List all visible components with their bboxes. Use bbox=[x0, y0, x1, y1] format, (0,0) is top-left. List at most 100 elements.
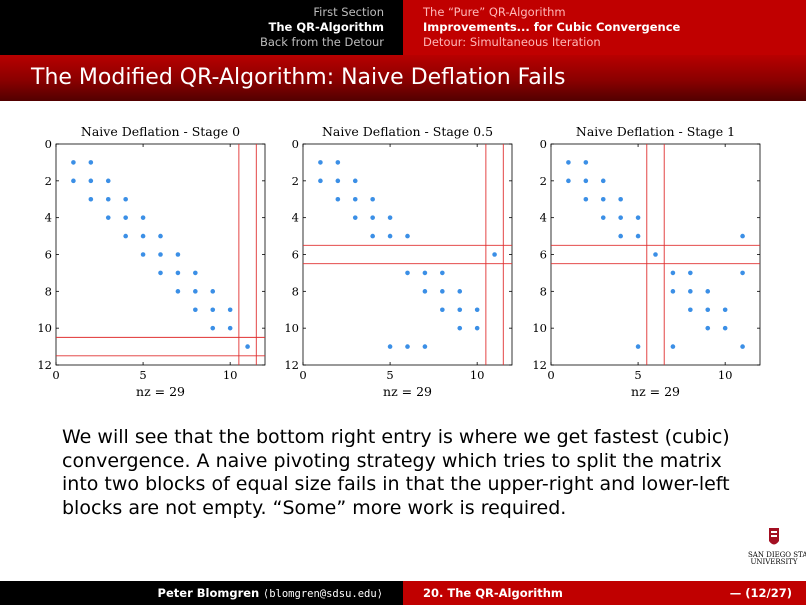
nonzero-entry-point bbox=[740, 233, 745, 239]
plot-title: Naive Deflation - Stage 1 bbox=[576, 124, 735, 139]
y-tick-label: 0 bbox=[292, 137, 299, 151]
nonzero-entry-point bbox=[71, 178, 76, 184]
plot-title: Naive Deflation - Stage 0 bbox=[81, 124, 240, 139]
nav-subsection-improvements[interactable]: Improvements... for Cubic Convergence bbox=[423, 20, 681, 34]
nz-count-label: nz = 29 bbox=[136, 384, 185, 399]
x-tick-label: 0 bbox=[299, 368, 306, 382]
y-tick-label: 12 bbox=[37, 358, 52, 372]
nav-section-back-from-detour[interactable]: Back from the Detour bbox=[259, 35, 384, 49]
nonzero-entry-point bbox=[618, 233, 623, 239]
nonzero-entry-point bbox=[722, 325, 728, 331]
x-tick-label: 5 bbox=[634, 368, 641, 382]
nonzero-entry-point bbox=[583, 160, 589, 165]
nonzero-entry-point bbox=[123, 233, 128, 239]
y-tick-label: 6 bbox=[45, 248, 52, 262]
nonzero-entry-point bbox=[227, 307, 233, 313]
nonzero-entry-point bbox=[583, 178, 589, 184]
nonzero-entry-point bbox=[210, 307, 216, 313]
footer-author: Peter Blomgren ⟨blomgren@sdsu.edu⟩ bbox=[158, 581, 383, 606]
nonzero-entry-point bbox=[175, 252, 181, 257]
nonzero-entry-point bbox=[335, 160, 341, 165]
nonzero-entry-point bbox=[635, 215, 641, 220]
nonzero-entry-point bbox=[635, 344, 641, 349]
x-tick-label: 0 bbox=[547, 368, 554, 382]
nonzero-entry-point bbox=[618, 215, 623, 220]
slide-title: The Modified QR-Algorithm: Naive Deflati… bbox=[31, 65, 566, 90]
nonzero-entry-point bbox=[123, 215, 128, 220]
nonzero-entry-point bbox=[740, 344, 745, 349]
nonzero-entry-point bbox=[88, 196, 94, 202]
y-tick-label: 12 bbox=[532, 358, 547, 372]
nonzero-entry-point bbox=[722, 307, 728, 313]
nonzero-entry-point bbox=[158, 270, 163, 276]
nonzero-entry-point bbox=[618, 196, 623, 202]
nonzero-entry-point bbox=[88, 178, 94, 184]
nonzero-entry-point bbox=[688, 270, 693, 276]
logo-line-2: UNIVERSITY bbox=[750, 558, 798, 566]
y-tick-label: 8 bbox=[540, 284, 547, 298]
nonzero-entry-point bbox=[71, 160, 76, 165]
y-tick-label: 10 bbox=[37, 321, 52, 335]
nonzero-entry-point bbox=[158, 233, 163, 239]
nonzero-entry-point bbox=[123, 196, 128, 202]
nonzero-entry-point bbox=[405, 270, 410, 276]
nonzero-entry-point bbox=[688, 289, 693, 294]
nonzero-entry-point bbox=[405, 233, 410, 239]
logo-line-1: SAN DIEGO STATE bbox=[748, 551, 806, 559]
y-tick-label: 2 bbox=[540, 174, 547, 188]
nav-section-qr-algorithm[interactable]: The QR-Algorithm bbox=[268, 20, 385, 34]
nonzero-entry-point bbox=[474, 307, 480, 313]
subsection-navigation: The “Pure” QR-Algorithm Improvements... … bbox=[403, 0, 806, 55]
nonzero-entry-point bbox=[193, 289, 198, 294]
nonzero-entry-point bbox=[105, 178, 111, 184]
nonzero-entry-point bbox=[566, 160, 571, 165]
y-tick-label: 10 bbox=[532, 321, 547, 335]
nonzero-entry-point bbox=[422, 344, 428, 349]
nonzero-entry-point bbox=[335, 178, 341, 184]
nonzero-entry-point bbox=[635, 233, 641, 239]
top-navigation-bar: First Section The QR-Algorithm Back from… bbox=[0, 0, 806, 55]
nonzero-entry-point bbox=[440, 307, 445, 313]
nonzero-entry-point bbox=[583, 196, 589, 202]
nonzero-entry-point bbox=[193, 270, 198, 276]
nonzero-entry-point bbox=[387, 344, 393, 349]
nonzero-entry-point bbox=[705, 289, 711, 294]
nonzero-entry-point bbox=[440, 289, 445, 294]
nonzero-entry-point bbox=[670, 270, 676, 276]
author-name: Peter Blomgren bbox=[157, 586, 260, 600]
author-email[interactable]: ⟨blomgren@sdsu.edu⟩ bbox=[262, 588, 383, 600]
nonzero-entry-point bbox=[387, 215, 393, 220]
nonzero-entry-point bbox=[600, 215, 606, 220]
y-tick-label: 4 bbox=[540, 211, 547, 225]
y-tick-label: 0 bbox=[45, 137, 52, 151]
nav-subsection-pure-qr[interactable]: The “Pure” QR-Algorithm bbox=[423, 5, 566, 19]
nonzero-entry-point bbox=[370, 196, 375, 202]
plot-axes-box bbox=[302, 143, 513, 366]
slide-title-bar: The Modified QR-Algorithm: Naive Deflati… bbox=[0, 55, 806, 101]
nonzero-entry-point bbox=[457, 325, 463, 331]
y-tick-label: 2 bbox=[292, 174, 299, 188]
nonzero-entry-point bbox=[474, 325, 480, 331]
x-tick-label: 5 bbox=[139, 368, 146, 382]
footer-section-title: 20. The QR-Algorithm bbox=[423, 586, 563, 600]
nav-subsection-detour[interactable]: Detour: Simultaneous Iteration bbox=[423, 35, 601, 49]
nonzero-entry-point bbox=[105, 215, 111, 220]
nav-section-first[interactable]: First Section bbox=[313, 5, 384, 19]
nonzero-entry-point bbox=[387, 233, 393, 239]
nonzero-entry-point bbox=[140, 215, 146, 220]
nonzero-entry-point bbox=[566, 178, 571, 184]
nonzero-entry-point bbox=[140, 252, 146, 257]
nonzero-entry-point bbox=[318, 178, 323, 184]
x-tick-label: 10 bbox=[223, 368, 238, 382]
nonzero-entry-point bbox=[318, 160, 323, 165]
nonzero-entry-point bbox=[352, 178, 358, 184]
nonzero-entry-point bbox=[440, 270, 445, 276]
x-tick-label: 10 bbox=[470, 368, 485, 382]
nonzero-entry-point bbox=[352, 215, 358, 220]
y-tick-label: 0 bbox=[540, 137, 547, 151]
nonzero-entry-point bbox=[370, 215, 375, 220]
nonzero-entry-point bbox=[335, 196, 341, 202]
